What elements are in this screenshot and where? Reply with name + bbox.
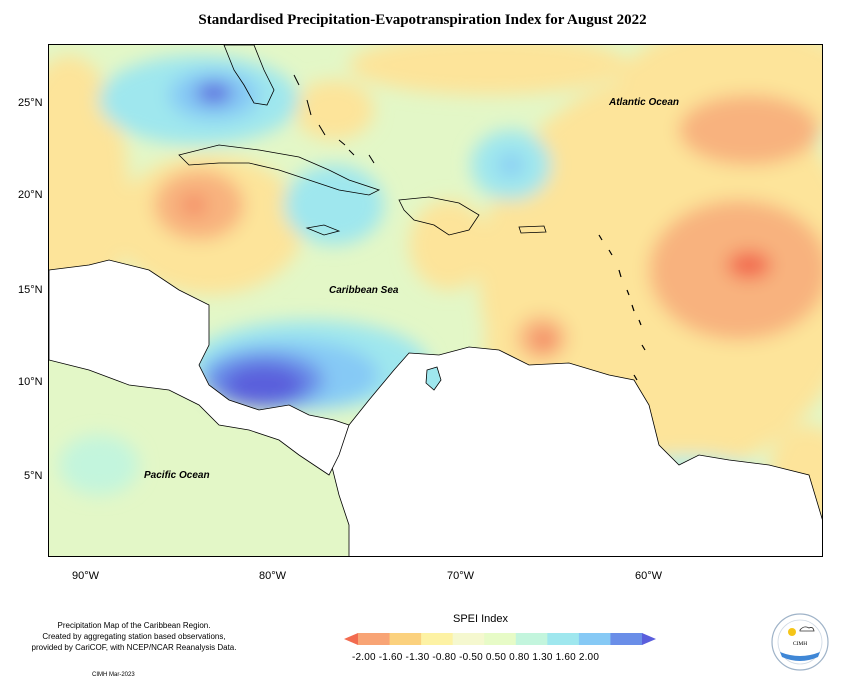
map-title: Standardised Precipitation-Evapotranspir… — [198, 12, 647, 28]
legend-swatch — [389, 633, 422, 645]
island-cuba — [178, 144, 381, 196]
legend-swatch — [610, 633, 643, 645]
legend-title: SPEI Index — [453, 613, 509, 625]
legend-swatch — [484, 633, 517, 645]
legend-swatch — [452, 633, 485, 645]
legend-values: -2.00 -1.60 -1.30 -0.80 -0.50 0.50 0.80 … — [352, 652, 600, 663]
sun-icon — [788, 628, 796, 636]
legend-swatch — [547, 633, 580, 645]
footnote-line-3: provided by CariCOF, with NCEP/NCAR Rean… — [31, 643, 237, 652]
wave-icon — [780, 652, 820, 661]
legend-swatch — [515, 633, 548, 645]
legend-swatch — [358, 633, 391, 645]
lon-tick-80w: 80°W — [259, 570, 287, 582]
footnote-line-1: Precipitation Map of the Caribbean Regio… — [57, 621, 211, 630]
map-panel: Atlantic Ocean Caribbean Sea Pacific Oce… — [48, 44, 823, 557]
lat-tick-20n: 20°N — [18, 189, 43, 201]
lat-tick-5n: 5°N — [24, 470, 43, 482]
lat-tick-15n: 15°N — [18, 284, 43, 296]
island-hispaniola — [398, 196, 480, 236]
spei-map — [49, 45, 822, 556]
cimh-logo: CIMH — [771, 613, 829, 671]
legend-arrow-right — [642, 633, 656, 645]
footnote-line-2: Created by aggregating station based obs… — [42, 632, 226, 641]
legend-colorbar — [344, 633, 656, 645]
lon-tick-90w: 90°W — [72, 570, 100, 582]
lat-tick-10n: 10°N — [18, 376, 43, 388]
lon-tick-60w: 60°W — [635, 570, 663, 582]
lake-maracaibo — [425, 366, 442, 391]
cloud-icon — [799, 626, 815, 632]
lat-tick-25n: 25°N — [18, 97, 43, 109]
land-central-america — [49, 259, 350, 476]
atlantic-ocean-label: Atlantic Ocean — [609, 97, 680, 108]
caribbean-sea-label: Caribbean Sea — [329, 285, 399, 296]
credit-text: CIMH Mar-2023 — [92, 672, 135, 678]
florida — [223, 45, 275, 106]
footnote: Precipitation Map of the Caribbean Regio… — [0, 620, 268, 653]
legend-swatch — [421, 633, 454, 645]
logo-text: CIMH — [793, 641, 807, 647]
island-puerto-rico — [518, 225, 547, 234]
island-jamaica — [305, 224, 341, 236]
lon-tick-70w: 70°W — [447, 570, 475, 582]
legend-swatch — [578, 633, 611, 645]
bahamas — [293, 74, 375, 164]
legend-arrow-left — [344, 633, 358, 645]
pacific-ocean-label: Pacific Ocean — [144, 470, 210, 481]
lesser-antilles — [598, 234, 646, 381]
